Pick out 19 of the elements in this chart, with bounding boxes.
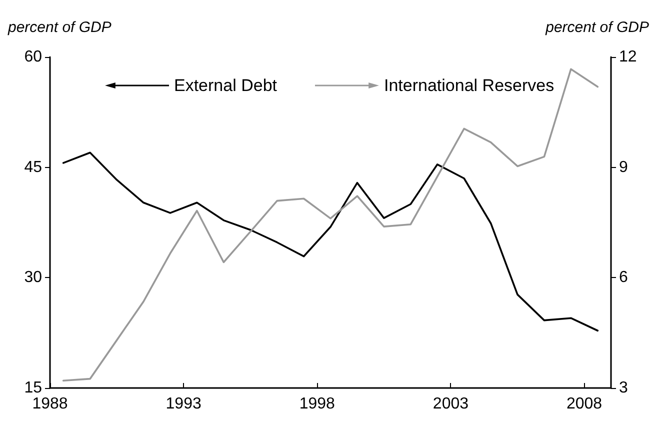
- y-tick-label: 15: [24, 380, 42, 396]
- y-tick-label: 30: [24, 269, 42, 286]
- y2-tick-label: 9: [619, 158, 628, 176]
- y-tick-label: 60: [24, 48, 42, 66]
- x-tick-label: 1993: [166, 396, 202, 412]
- legend-label: External Debt: [174, 76, 278, 95]
- y-axis-title: percent of GDP: [7, 19, 112, 36]
- line-series: [62, 152, 599, 332]
- y-tick-label: 45: [24, 158, 42, 176]
- y2-tick-label: 3: [619, 380, 628, 396]
- y2-tick-label: 6: [619, 269, 628, 286]
- x-tick-label: 1988: [32, 396, 68, 412]
- x-tick-label: 1998: [299, 396, 336, 412]
- x-tick-label: 2003: [432, 396, 469, 412]
- legend-label: International Reserves: [384, 76, 554, 95]
- x-tick-label: 2008: [566, 396, 602, 412]
- y2-tick-label: 12: [619, 48, 637, 66]
- y2-axis-title: percent of GDP: [544, 19, 649, 36]
- line-series: [62, 68, 599, 382]
